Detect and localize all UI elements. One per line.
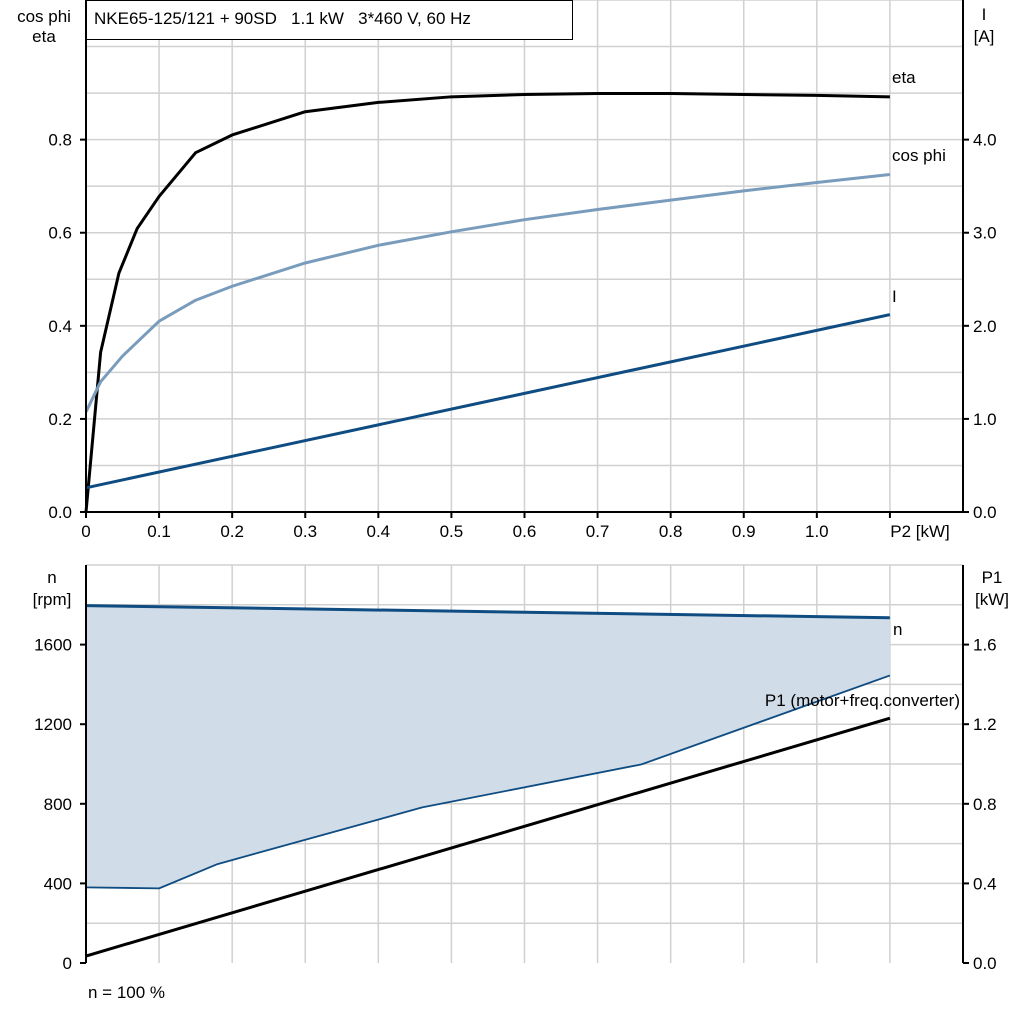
series-label: cos phi	[892, 146, 946, 165]
x-tick-label: 0.9	[732, 522, 756, 541]
left-tick-label: 0.4	[48, 317, 72, 336]
chart-title: NKE65-125/121 + 90SD 1.1 kW 3*460 V, 60 …	[94, 9, 471, 28]
right-tick-label: 0.0	[973, 503, 997, 522]
right-tick-label: 3.0	[973, 224, 997, 243]
x-axis-label: P2 [kW]	[890, 522, 950, 541]
top-left-ylabel-2: eta	[32, 27, 56, 46]
series-label: n	[893, 620, 902, 639]
right-tick-label: 4.0	[973, 131, 997, 150]
bottom-left-ylabel-1: n	[47, 568, 56, 587]
bottom-right-ylabel-2: [kW]	[975, 590, 1009, 609]
title-box	[86, 0, 573, 40]
x-tick-label: 0.1	[147, 522, 171, 541]
left-tick-label: 1600	[34, 636, 72, 655]
top-right-ylabel-1: I	[982, 5, 987, 24]
x-tick-label: 0.2	[220, 522, 244, 541]
series-line-i	[85, 313, 891, 490]
x-tick-label: 1.0	[805, 522, 829, 541]
x-tick-label: 0.8	[659, 522, 683, 541]
right-tick-label: 1.2	[973, 715, 997, 734]
right-tick-label: 0.0	[973, 954, 997, 973]
x-tick-label: 0.6	[513, 522, 537, 541]
x-tick-label: 0.5	[440, 522, 464, 541]
top-grid	[86, 0, 963, 512]
left-tick-label: 0	[63, 954, 72, 973]
x-tick-label: 0.4	[367, 522, 391, 541]
left-tick-label: 800	[44, 795, 72, 814]
left-tick-label: 0.6	[48, 224, 72, 243]
series-label: I	[892, 287, 897, 306]
left-tick-label: 400	[44, 874, 72, 893]
left-tick-label: 0.0	[48, 503, 72, 522]
left-tick-label: 0.2	[48, 410, 72, 429]
right-tick-label: 2.0	[973, 317, 997, 336]
top-left-ylabel-1: cos phi	[17, 7, 71, 26]
speed-range-area	[86, 605, 890, 889]
series-line-p1-motor-freq-converter-	[85, 716, 891, 958]
right-tick-label: 0.4	[973, 874, 997, 893]
right-tick-label: 0.8	[973, 795, 997, 814]
right-tick-label: 1.6	[973, 636, 997, 655]
bottom-left-ylabel-2: [rpm]	[33, 590, 72, 609]
series-label: P1 (motor+freq.converter)	[765, 691, 960, 710]
left-tick-label: 1200	[34, 715, 72, 734]
series-label: eta	[892, 68, 916, 87]
series-line-cos-phi	[84, 173, 891, 413]
chart-marks: 0.0 0.2 0.4 0.6 0.8 0.0 1.0 2.0 3.0 4.0 0 0.1 0.2 0.3…	[34, 0, 997, 973]
top-right-ylabel-2: [A]	[974, 27, 995, 46]
right-tick-label: 1.0	[973, 410, 997, 429]
x-tick-label: 0.3	[293, 522, 317, 541]
series-line-n	[85, 604, 890, 620]
footnote: n = 100 %	[88, 983, 165, 1002]
x-tick-label: 0.7	[586, 522, 610, 541]
bottom-right-ylabel-1: P1	[982, 568, 1003, 587]
series-line-eta	[84, 92, 890, 513]
x-tick-label: 0	[81, 522, 90, 541]
series-line-n-min	[85, 674, 891, 890]
left-tick-label: 0.8	[48, 131, 72, 150]
